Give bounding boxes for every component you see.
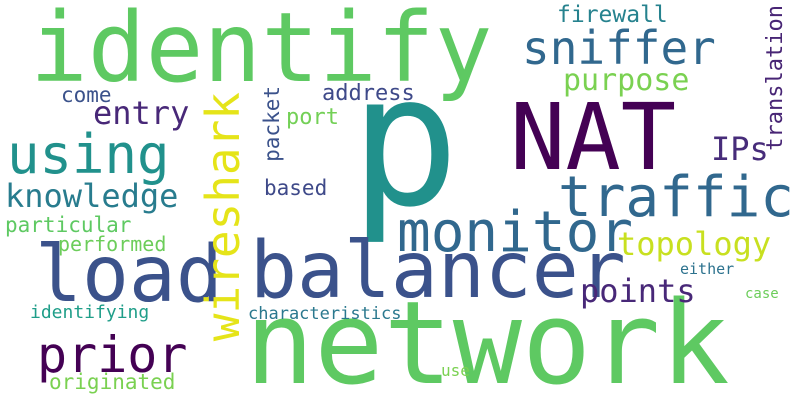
- word-identifying: identifying: [30, 302, 150, 323]
- word-case: case: [745, 286, 779, 302]
- word-address: address: [322, 81, 415, 106]
- word-ips: IPs: [711, 130, 769, 168]
- word-points: points: [580, 272, 696, 310]
- word-entry: entry: [93, 94, 190, 132]
- word-performed: performed: [58, 232, 167, 256]
- word-identify: identify: [30, 0, 493, 104]
- word-characteristics: characteristics: [248, 304, 402, 324]
- word-monitor: monitor: [397, 200, 634, 265]
- word-knowledge: knowledge: [5, 177, 179, 215]
- word-use: use: [441, 361, 470, 380]
- word-based: based: [264, 176, 328, 200]
- word-balancer: balancer: [250, 226, 626, 316]
- word-either: either: [680, 260, 735, 278]
- word-packet: packet: [260, 86, 284, 162]
- word-port: port: [286, 105, 339, 130]
- word-prior: prior: [37, 326, 188, 384]
- word-originated: originated: [49, 370, 176, 394]
- word-firewall: firewall: [557, 2, 668, 28]
- word-particular: particular: [5, 213, 132, 237]
- word-sniffer: sniffer: [522, 21, 716, 75]
- word-purpose: purpose: [563, 63, 690, 98]
- word-p: p: [350, 35, 460, 247]
- word-topology: topology: [617, 225, 772, 263]
- word-wireshark: wireshark: [196, 92, 250, 342]
- word-traffic: traffic: [558, 165, 795, 230]
- word-load: load: [35, 230, 223, 320]
- word-network: network: [245, 277, 730, 400]
- word-using: using: [7, 123, 170, 186]
- word-nat: NAT: [510, 84, 677, 191]
- word-come: come: [61, 83, 112, 107]
- word-translation: translation: [763, 5, 788, 151]
